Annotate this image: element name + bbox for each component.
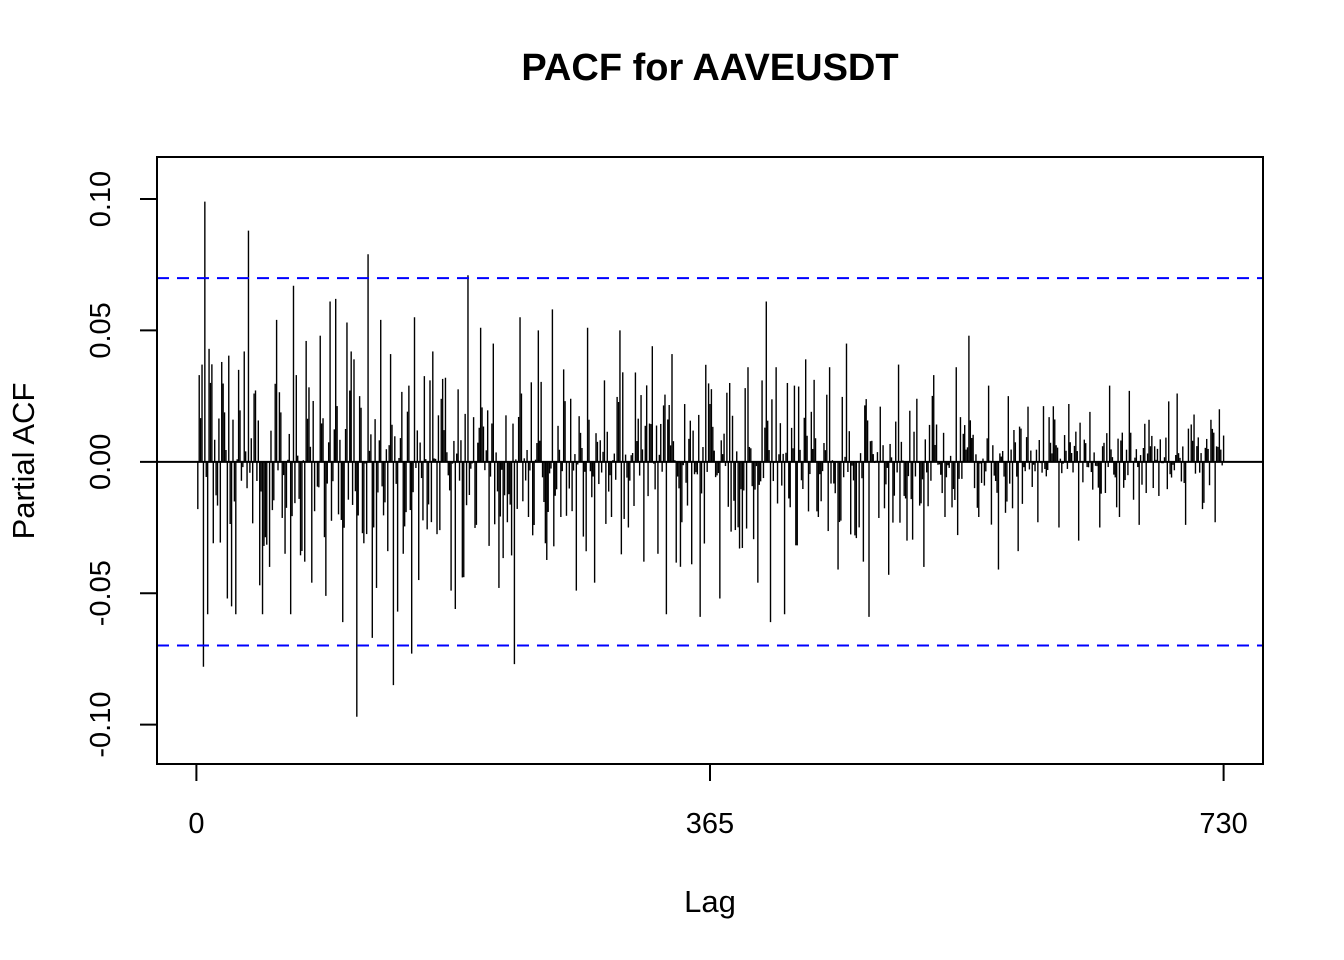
y-tick-label: 0.05 (85, 302, 117, 358)
y-axis-label: Partial ACF (6, 383, 41, 540)
axes: 0 365 730 -0.10 -0.05 0.00 0.05 0.10 (85, 171, 1248, 840)
x-tick-label: 0 (188, 808, 204, 840)
chart-title: PACF for AAVEUSDT (521, 47, 898, 89)
y-tick-label: 0.00 (85, 434, 117, 490)
x-axis-label: Lag (684, 884, 736, 919)
x-tick-label: 365 (686, 808, 734, 840)
y-tick-label: 0.10 (85, 171, 117, 227)
y-tick-label: -0.05 (85, 560, 117, 626)
y-tick-label: -0.10 (85, 692, 117, 758)
plot-area (157, 201, 1263, 717)
x-tick-label: 730 (1199, 808, 1247, 840)
